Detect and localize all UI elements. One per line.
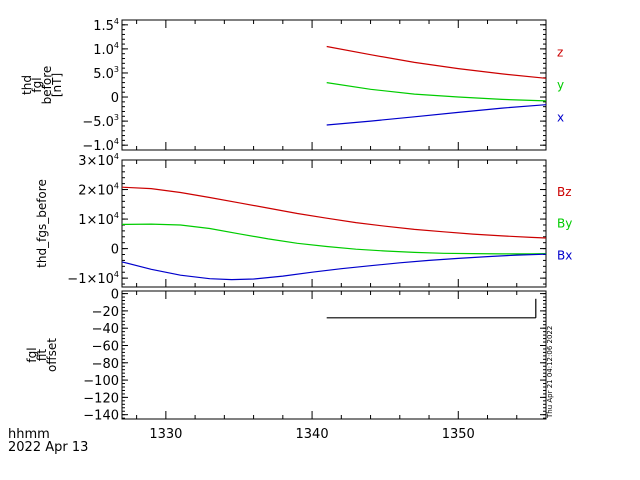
y-axis-label: fgl — [30, 77, 44, 92]
series-line-x — [326, 104, 547, 126]
y-tick-label: 1.54 — [93, 17, 119, 34]
y-tick-label: 2×104 — [78, 182, 119, 199]
y-axis-label: fgl — [25, 347, 39, 362]
y-tick-label: 1×104 — [78, 211, 119, 228]
panels-layer: 1.541.045.030−5.03−1.04thdfglbefore[nT]z… — [20, 17, 572, 442]
y-tick-label: −120 — [83, 391, 119, 406]
y-tick-label: −80 — [92, 357, 119, 372]
y-axis-label: fit — [35, 349, 49, 362]
y-tick-label: −1×104 — [67, 270, 119, 287]
legend-label-by: By — [557, 217, 572, 231]
y-axis-label: thd_fgs_before — [35, 179, 49, 268]
legend-label-z: z — [557, 46, 563, 60]
x-tick-label: 1350 — [442, 427, 475, 442]
y-axis-label: thd — [20, 75, 34, 95]
footer-time-label: hhmm — [8, 427, 50, 442]
series-line-bx — [121, 253, 547, 281]
legend-label-x: x — [557, 111, 564, 125]
legend-label-y: y — [557, 78, 564, 92]
y-tick-label: −20 — [92, 305, 119, 320]
y-tick-label: 5.03 — [93, 65, 119, 82]
y-tick-label: −5.03 — [82, 113, 119, 130]
y-axis-label: offset — [45, 338, 59, 372]
panel-3: 0 −20 −40 −60 −80 −100 −120 −140 1330 1340 1350 fgl… — [25, 288, 547, 442]
y-tick-label: −1.04 — [82, 137, 119, 154]
y-tick-label: −40 — [92, 322, 119, 337]
legend-label-bz: Bz — [557, 185, 572, 199]
y-tick-label: 0 — [111, 91, 119, 106]
series-line-bz — [121, 186, 547, 239]
y-tick-label: −140 — [83, 409, 119, 424]
panel-frame — [121, 290, 547, 420]
series-line-by — [121, 223, 547, 255]
panel-frame — [121, 19, 547, 151]
y-tick-label: 0 — [111, 243, 119, 258]
y-axis-label: before — [40, 66, 54, 105]
panel-2: 3×104 2×104 1×104 0 −1×104 thd_fgs_before Bz By… — [35, 152, 572, 288]
panel-frame — [121, 159, 547, 288]
y-tick-label: 0 — [111, 288, 119, 303]
y-tick-label: 1.04 — [93, 41, 119, 58]
x-tick-label: 1330 — [149, 427, 182, 442]
y-tick-label: −60 — [92, 339, 119, 354]
y-axis-label: [nT] — [50, 73, 64, 97]
series-line-y — [326, 82, 547, 102]
timestamp-label: Thu Apr 21 04:12:06 2022 — [546, 326, 554, 419]
legend-label-bx: Bx — [557, 248, 572, 262]
x-tick-label: 1340 — [296, 427, 329, 442]
series-line-z — [326, 45, 547, 79]
footer-date-label: 2022 Apr 13 — [8, 440, 88, 455]
y-tick-label: −100 — [83, 374, 119, 389]
y-tick-label: 3×104 — [78, 152, 119, 169]
